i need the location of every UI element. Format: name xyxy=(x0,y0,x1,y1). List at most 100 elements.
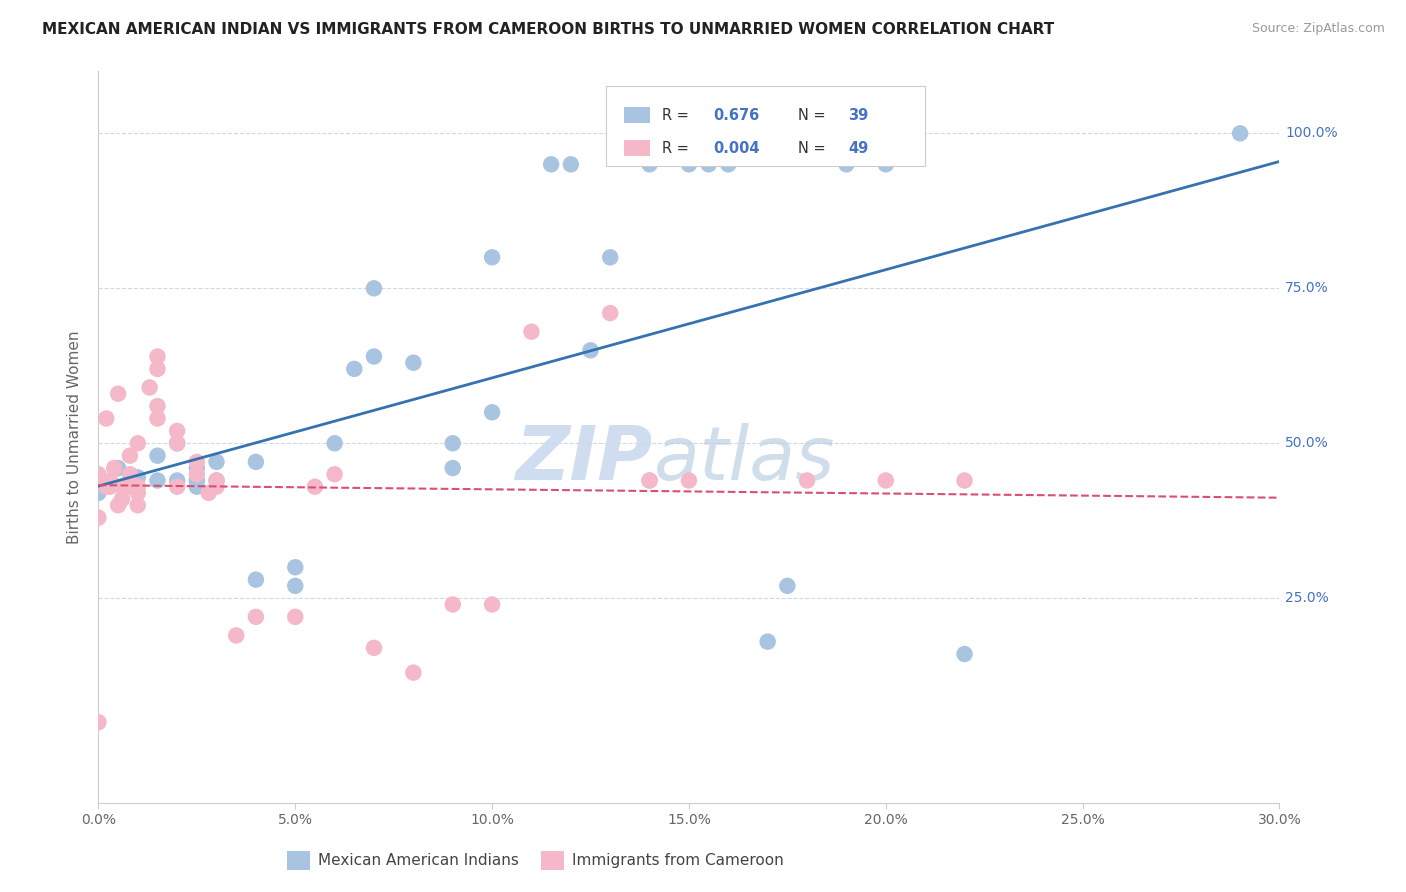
Point xyxy=(127,470,149,484)
Point xyxy=(186,467,208,482)
Point xyxy=(1229,126,1251,140)
Point xyxy=(953,647,976,661)
Text: 0.004: 0.004 xyxy=(714,141,761,156)
Point xyxy=(103,461,125,475)
Text: R =: R = xyxy=(662,141,693,156)
Point xyxy=(481,250,503,264)
Point xyxy=(87,715,110,730)
Point xyxy=(127,498,149,512)
Point xyxy=(402,665,425,680)
Point xyxy=(166,424,188,438)
Text: 49: 49 xyxy=(848,141,869,156)
Point xyxy=(186,461,208,475)
Legend: Mexican American Indians, Immigrants from Cameroon: Mexican American Indians, Immigrants fro… xyxy=(281,845,790,876)
Point xyxy=(96,411,118,425)
Point xyxy=(520,325,543,339)
Point xyxy=(146,350,169,364)
Point xyxy=(284,579,307,593)
Point xyxy=(111,480,134,494)
Text: Source: ZipAtlas.com: Source: ZipAtlas.com xyxy=(1251,22,1385,36)
Point xyxy=(363,350,385,364)
Point xyxy=(118,467,141,482)
Point xyxy=(638,474,661,488)
Point xyxy=(107,386,129,401)
Point xyxy=(697,157,720,171)
Point xyxy=(796,474,818,488)
Point xyxy=(146,411,169,425)
Point xyxy=(579,343,602,358)
Text: 50.0%: 50.0% xyxy=(1285,436,1329,450)
Point xyxy=(599,306,621,320)
Point xyxy=(186,474,208,488)
Point xyxy=(96,480,118,494)
Text: 100.0%: 100.0% xyxy=(1285,127,1339,140)
Point xyxy=(166,474,188,488)
Point xyxy=(205,455,228,469)
Point xyxy=(835,157,858,171)
Bar xyxy=(624,107,650,123)
Point xyxy=(205,480,228,494)
Point xyxy=(111,491,134,506)
Text: ZIP: ZIP xyxy=(516,423,654,496)
Point xyxy=(441,461,464,475)
Point xyxy=(166,436,188,450)
Point xyxy=(197,486,219,500)
Point xyxy=(638,157,661,171)
Point xyxy=(127,436,149,450)
Bar xyxy=(624,140,650,156)
Point xyxy=(225,628,247,642)
Point xyxy=(323,467,346,482)
Point xyxy=(717,157,740,171)
Point xyxy=(205,474,228,488)
Point xyxy=(638,474,661,488)
Point xyxy=(678,474,700,488)
Point xyxy=(107,498,129,512)
Point xyxy=(118,449,141,463)
Point xyxy=(127,480,149,494)
Point xyxy=(146,474,169,488)
Text: MEXICAN AMERICAN INDIAN VS IMMIGRANTS FROM CAMEROON BIRTHS TO UNMARRIED WOMEN CO: MEXICAN AMERICAN INDIAN VS IMMIGRANTS FR… xyxy=(42,22,1054,37)
Point xyxy=(756,634,779,648)
Point xyxy=(599,250,621,264)
Point xyxy=(98,474,121,488)
Point xyxy=(678,157,700,171)
Point xyxy=(118,480,141,494)
Point xyxy=(776,579,799,593)
Point xyxy=(87,510,110,524)
Text: 25.0%: 25.0% xyxy=(1285,591,1329,606)
Point xyxy=(186,480,208,494)
Point xyxy=(245,610,267,624)
Text: N =: N = xyxy=(797,141,830,156)
Point xyxy=(875,157,897,171)
Point xyxy=(323,436,346,450)
Point xyxy=(107,461,129,475)
Text: R =: R = xyxy=(662,108,693,123)
Point xyxy=(186,455,208,469)
Point xyxy=(138,380,160,394)
Y-axis label: Births to Unmarried Women: Births to Unmarried Women xyxy=(67,330,83,544)
Point xyxy=(343,362,366,376)
Point xyxy=(245,455,267,469)
Point xyxy=(205,474,228,488)
Point xyxy=(146,449,169,463)
Point xyxy=(166,480,188,494)
Point xyxy=(540,157,562,171)
Point xyxy=(481,405,503,419)
Point xyxy=(441,436,464,450)
Text: atlas: atlas xyxy=(654,423,835,495)
Point xyxy=(363,640,385,655)
Text: 39: 39 xyxy=(848,108,869,123)
Point xyxy=(560,157,582,171)
Point xyxy=(87,467,110,482)
Point xyxy=(875,474,897,488)
Point xyxy=(284,560,307,574)
Point xyxy=(402,356,425,370)
Point xyxy=(953,474,976,488)
Point xyxy=(146,399,169,413)
Point xyxy=(146,362,169,376)
Point xyxy=(87,486,110,500)
Point xyxy=(481,598,503,612)
Text: 0.676: 0.676 xyxy=(714,108,761,123)
Point xyxy=(245,573,267,587)
Point xyxy=(284,610,307,624)
